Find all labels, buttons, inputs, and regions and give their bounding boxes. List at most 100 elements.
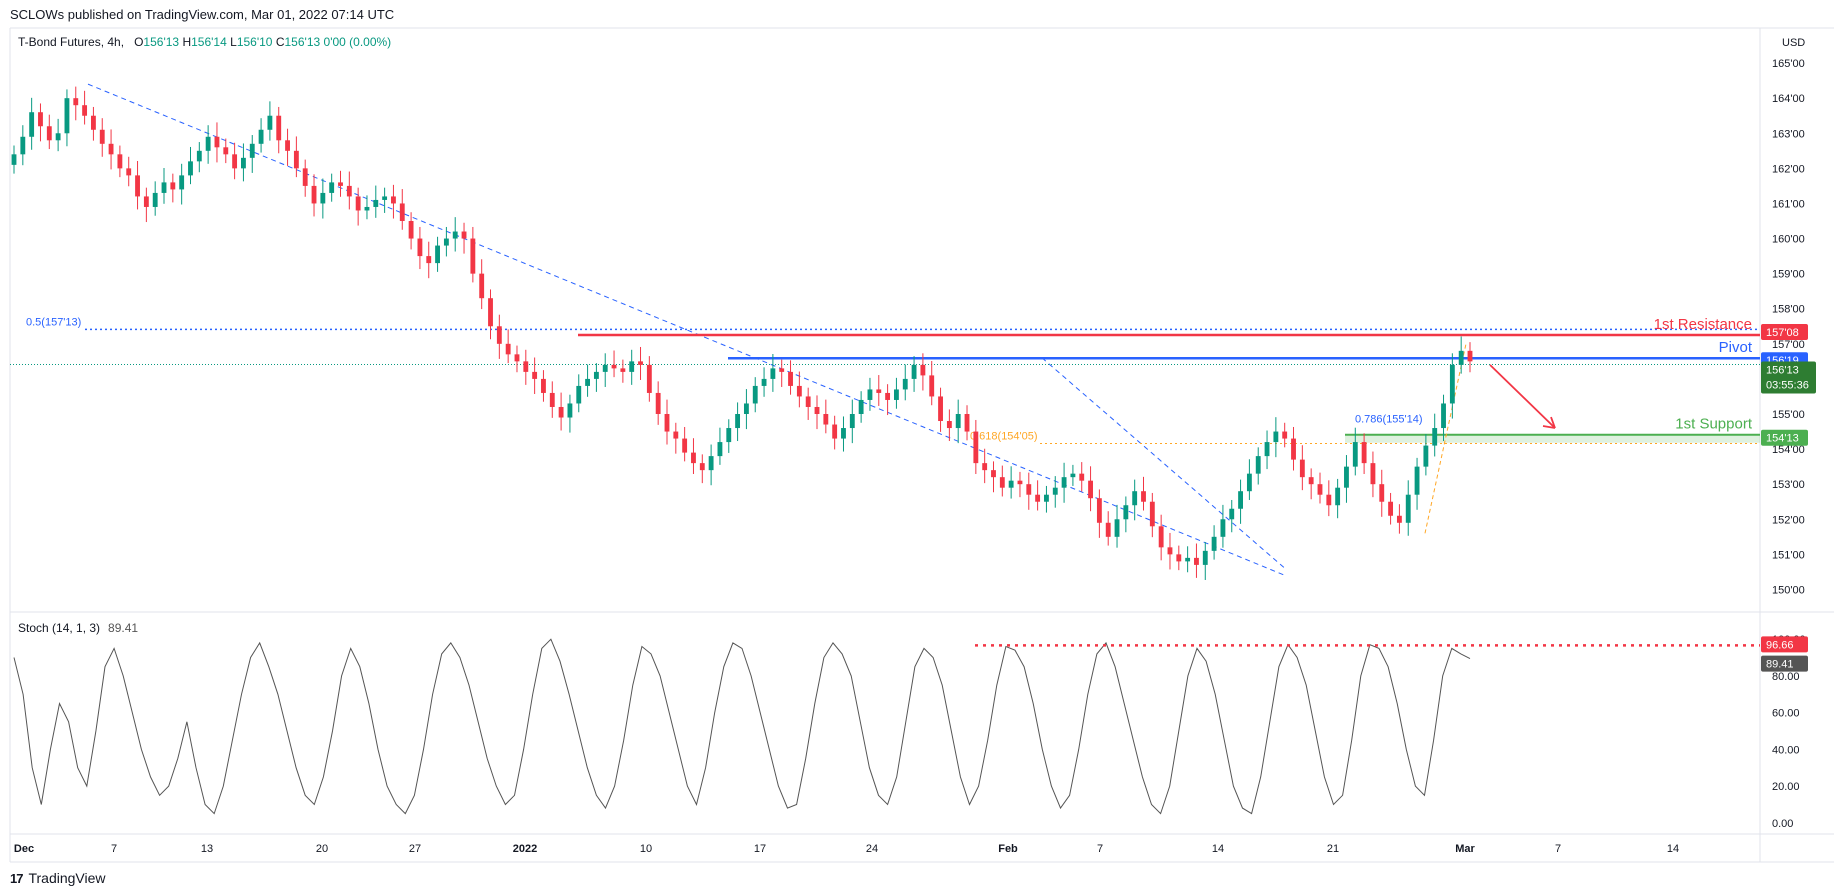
candle	[673, 422, 679, 454]
time-axis: Dec 7 13 20 27 2022 10 17 24 Feb 7 14 21 Mar 7 14	[14, 843, 1679, 855]
high-label: H	[182, 35, 192, 49]
candle	[929, 361, 935, 406]
low-value: 156'10	[236, 35, 273, 49]
candle	[805, 387, 811, 420]
candle	[938, 387, 943, 432]
candle	[885, 384, 891, 416]
candle	[964, 405, 970, 441]
candle	[470, 226, 476, 283]
candle	[602, 353, 608, 387]
support-label: 1st Support	[1675, 416, 1753, 433]
stoch-tick-label: 80.00	[1772, 671, 1800, 683]
candle	[849, 399, 855, 444]
candle	[223, 138, 229, 164]
candle	[126, 156, 132, 187]
candle	[664, 399, 670, 445]
overbought-badge: 96.66	[1761, 636, 1808, 653]
current-price-value: 156'13	[1766, 365, 1799, 377]
candle	[179, 163, 185, 205]
candle	[1361, 433, 1367, 475]
candle	[329, 173, 335, 202]
candle	[90, 106, 96, 141]
stoch-current-badge: 89.41	[1761, 655, 1808, 672]
candle	[426, 241, 432, 279]
candle	[1308, 468, 1314, 500]
stoch-tick-label: 20.00	[1772, 781, 1800, 793]
candle	[20, 125, 26, 166]
svg-text:157'08: 157'08	[1766, 327, 1799, 339]
time-tick-label: 2022	[513, 843, 537, 855]
candle	[417, 226, 423, 270]
time-tick-label: 17	[754, 843, 766, 855]
candle	[55, 118, 61, 152]
candle	[911, 356, 917, 392]
candle	[646, 356, 652, 402]
price-tick-label: 153'00	[1772, 479, 1805, 491]
badges-layer: 157'08156'19156'1303:55:36154'1396.6689.…	[1761, 324, 1816, 672]
candle	[946, 409, 952, 442]
price-tick-label: 164'00	[1772, 93, 1805, 105]
candle	[373, 185, 379, 218]
price-tick-label: 152'00	[1772, 514, 1805, 526]
candle	[593, 363, 599, 392]
candle	[196, 142, 202, 173]
candle	[726, 419, 732, 453]
open-value: 156'13	[143, 35, 180, 49]
bar-countdown: 03:55:36	[1766, 380, 1809, 392]
symbol-legend[interactable]: T-Bond Futures, 4h, O156'13 H156'14 L156…	[18, 35, 391, 49]
candle	[452, 217, 458, 252]
candle	[1211, 525, 1217, 560]
candle	[955, 399, 961, 444]
stoch-tick-label: 60.00	[1772, 708, 1800, 720]
candle	[38, 103, 43, 142]
candle	[1141, 476, 1146, 511]
candle	[858, 391, 864, 423]
footer-brand-name: TradingView	[28, 870, 106, 886]
candle	[1405, 480, 1411, 536]
footer-brand[interactable]: 17 TradingView	[10, 870, 106, 886]
time-tick-label: Mar	[1455, 843, 1475, 855]
candle	[1088, 466, 1093, 512]
candle	[514, 345, 520, 373]
candle	[29, 97, 35, 150]
candle	[249, 135, 255, 173]
candle	[699, 454, 705, 484]
candle	[770, 353, 776, 392]
candle	[1396, 504, 1402, 534]
candle	[973, 419, 979, 475]
candle	[841, 416, 846, 452]
candle	[867, 377, 873, 411]
candle	[488, 289, 493, 340]
candle	[364, 195, 370, 220]
candle	[752, 377, 758, 413]
candle	[1317, 472, 1323, 504]
projection-arrowhead-icon	[1542, 416, 1556, 429]
candle	[435, 236, 440, 272]
fib-0.618-label: 0.618(154'05)	[970, 430, 1038, 442]
candle	[241, 143, 246, 182]
candle	[1414, 457, 1420, 510]
candle	[1061, 462, 1067, 503]
candle	[311, 174, 317, 217]
candle	[532, 357, 538, 394]
publish-header: SCLOWs published on TradingView.com, Mar…	[10, 7, 395, 22]
candle	[382, 187, 388, 213]
candle	[1326, 480, 1332, 517]
candle	[743, 389, 749, 430]
resistance-label: 1st Resistance	[1654, 316, 1752, 333]
candle	[1458, 336, 1464, 374]
candle	[1273, 417, 1279, 458]
price-tick-label: 157'00	[1772, 339, 1805, 351]
candle	[682, 426, 688, 462]
time-tick-label: 14	[1212, 843, 1224, 855]
time-tick-label: 7	[1097, 843, 1103, 855]
candle	[893, 377, 899, 409]
time-tick-label: Dec	[14, 843, 34, 855]
stoch-legend[interactable]: Stoch (14, 1, 3) 89.41	[18, 621, 138, 635]
candle	[1132, 479, 1138, 521]
resistance-badge: 157'08	[1761, 324, 1808, 341]
svg-text:154'13: 154'13	[1766, 433, 1799, 445]
candle	[523, 349, 529, 385]
